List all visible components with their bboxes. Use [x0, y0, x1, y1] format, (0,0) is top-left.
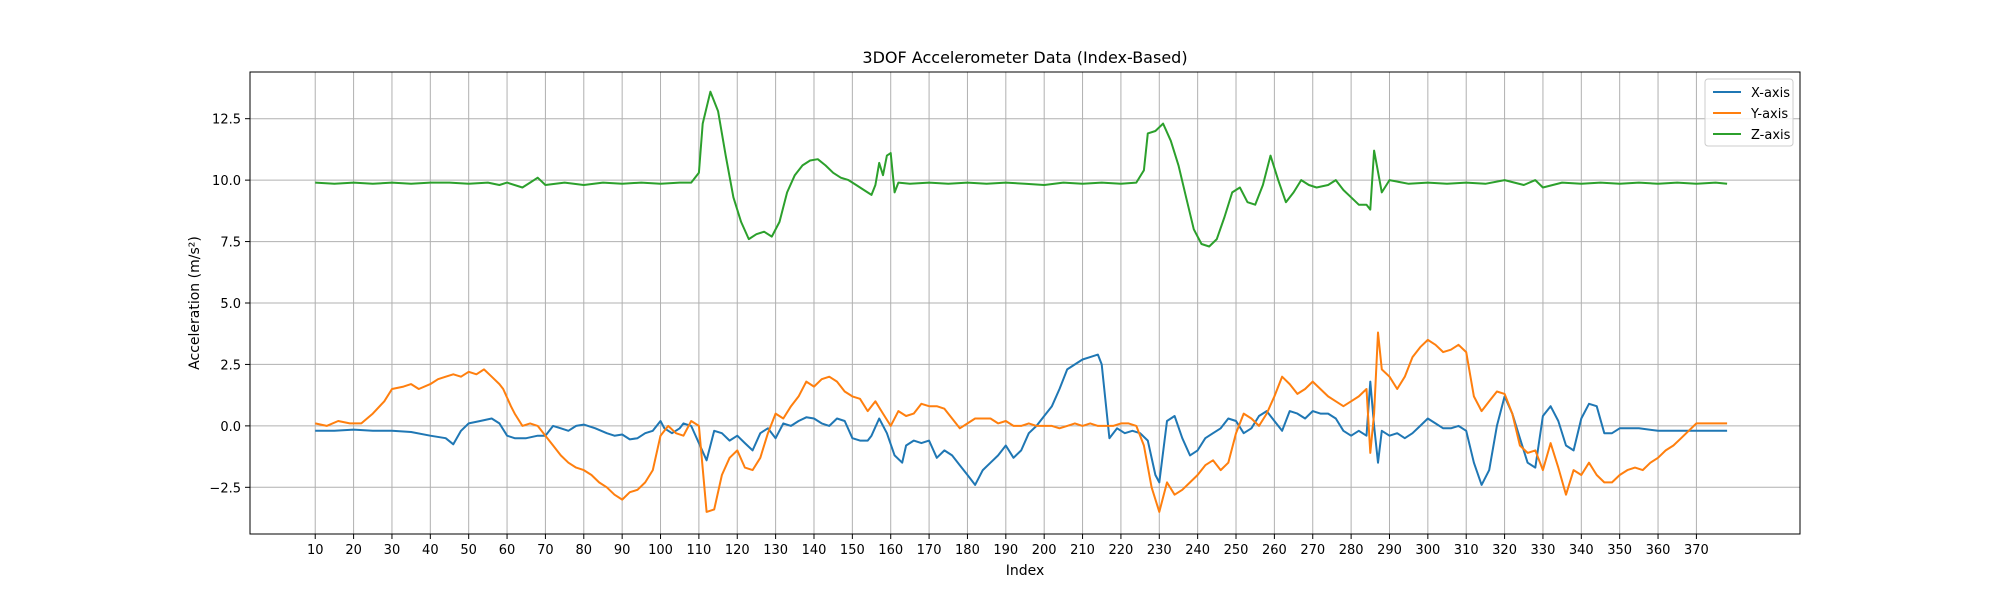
series-layer	[314, 90, 1728, 513]
x-tick-label: 290	[1377, 543, 1402, 558]
x-tick-label: 210	[1070, 543, 1095, 558]
chart-title: 3DOF Accelerometer Data (Index-Based)	[862, 48, 1187, 67]
x-tick-label: 50	[460, 543, 477, 558]
x-tick-label: 110	[686, 543, 711, 558]
x-tick-label: 250	[1224, 543, 1249, 558]
series-line-z-axis	[315, 90, 1728, 248]
y-tick-label: 0.0	[220, 420, 241, 435]
x-tick-label: 310	[1454, 543, 1479, 558]
x-tick-label: 150	[840, 543, 865, 558]
y-tick-label: 12.5	[212, 113, 241, 128]
y-axis-label: Acceleration (m/s²)	[187, 236, 203, 370]
x-tick-label: 270	[1300, 543, 1325, 558]
x-tick-label: 330	[1531, 543, 1556, 558]
x-tick-label: 20	[345, 543, 362, 558]
x-tick-label: 190	[993, 543, 1018, 558]
x-tick-label: 200	[1032, 543, 1057, 558]
x-tick-label: 300	[1415, 543, 1440, 558]
legend: X-axis Y-axis Z-axis	[1704, 78, 1794, 147]
y-axis-ticks: −2.5 0.0 2.5 5.0 7.5 10.0 12.5	[209, 113, 250, 496]
x-tick-label: 60	[499, 543, 516, 558]
x-tick-label: 260	[1262, 543, 1287, 558]
y-tick-label: 5.0	[220, 297, 241, 312]
grid-lines	[250, 72, 1800, 534]
x-tick-label: 40	[422, 543, 439, 558]
x-tick-label: 130	[763, 543, 788, 558]
x-tick-label: 370	[1684, 543, 1709, 558]
x-tick-label: 230	[1147, 543, 1172, 558]
legend-label-z-axis: Z-axis	[1751, 128, 1791, 143]
x-tick-label: 350	[1607, 543, 1632, 558]
y-tick-label: −2.5	[209, 481, 241, 496]
y-tick-label: 2.5	[220, 358, 241, 373]
legend-box	[1704, 78, 1794, 147]
x-tick-label: 240	[1185, 543, 1210, 558]
x-tick-label: 70	[537, 543, 554, 558]
x-tick-label: 120	[725, 543, 750, 558]
x-tick-label: 180	[955, 543, 980, 558]
x-tick-label: 360	[1646, 543, 1671, 558]
legend-label-x-axis: X-axis	[1751, 86, 1790, 101]
x-tick-label: 280	[1339, 543, 1364, 558]
x-tick-label: 320	[1492, 543, 1517, 558]
x-tick-label: 220	[1109, 543, 1134, 558]
series-line-y-axis	[314, 331, 1728, 513]
x-tick-label: 140	[802, 543, 827, 558]
y-tick-label: 7.5	[220, 236, 241, 251]
x-tick-label: 90	[614, 543, 631, 558]
x-tick-label: 170	[917, 543, 942, 558]
x-tick-label: 100	[648, 543, 673, 558]
x-axis-label: Index	[1006, 563, 1045, 579]
x-tick-label: 30	[384, 543, 401, 558]
legend-label-y-axis: Y-axis	[1750, 107, 1788, 122]
x-tick-label: 160	[878, 543, 903, 558]
x-tick-label: 340	[1569, 543, 1594, 558]
y-tick-label: 10.0	[212, 174, 241, 189]
x-tick-label: 80	[576, 543, 593, 558]
x-axis-ticks: 10 20 30 40 50 60 70 80 90 100 110 120 130 140 150 160 1…	[307, 534, 1709, 558]
series-line-x-axis	[315, 353, 1728, 486]
x-tick-label: 10	[307, 543, 324, 558]
